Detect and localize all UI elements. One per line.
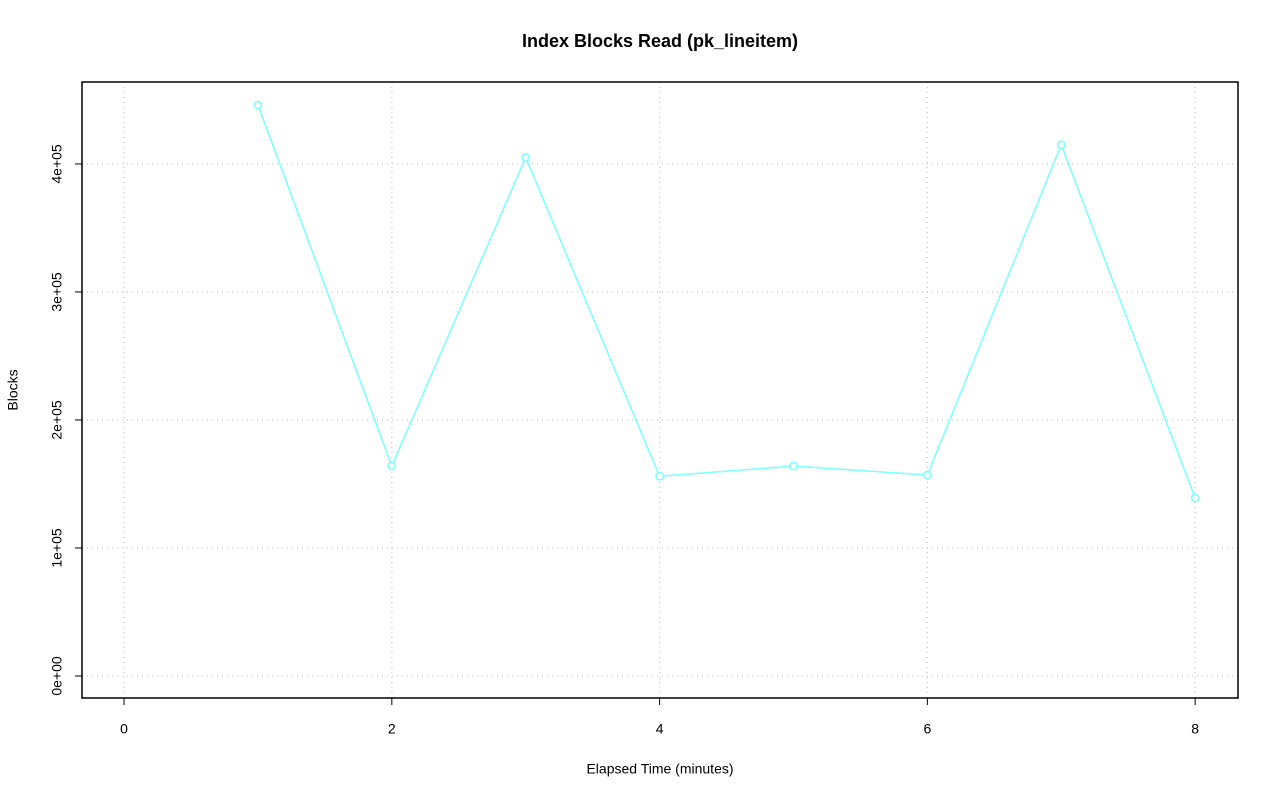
- x-tick-label: 0: [120, 721, 128, 737]
- y-tick-label: 2e+05: [49, 400, 65, 440]
- y-tick-label: 1e+05: [49, 528, 65, 568]
- plot-frame: [81, 81, 1239, 699]
- x-axis-label: Elapsed Time (minutes): [586, 761, 733, 777]
- data-point: [521, 153, 531, 162]
- data-point: [387, 461, 397, 471]
- data-point: [789, 461, 798, 471]
- x-tick-label: 2: [388, 721, 396, 737]
- y-axis-label: Blocks: [5, 369, 21, 410]
- data-line: [257, 104, 1196, 499]
- chart-title: Index Blocks Read (pk_lineitem): [522, 31, 798, 51]
- data-point: [1190, 493, 1200, 503]
- data-point: [1056, 140, 1066, 150]
- data-point: [655, 471, 664, 481]
- y-tick-label: 4e+05: [49, 144, 65, 184]
- x-tick-label: 8: [1191, 721, 1199, 737]
- y-tick-label: 0e+00: [49, 656, 65, 696]
- x-tick-label: 6: [923, 721, 931, 737]
- data-point: [922, 470, 932, 480]
- data-point: [253, 100, 263, 110]
- y-tick-label: 3e+05: [49, 272, 65, 312]
- x-tick-label: 4: [656, 721, 664, 737]
